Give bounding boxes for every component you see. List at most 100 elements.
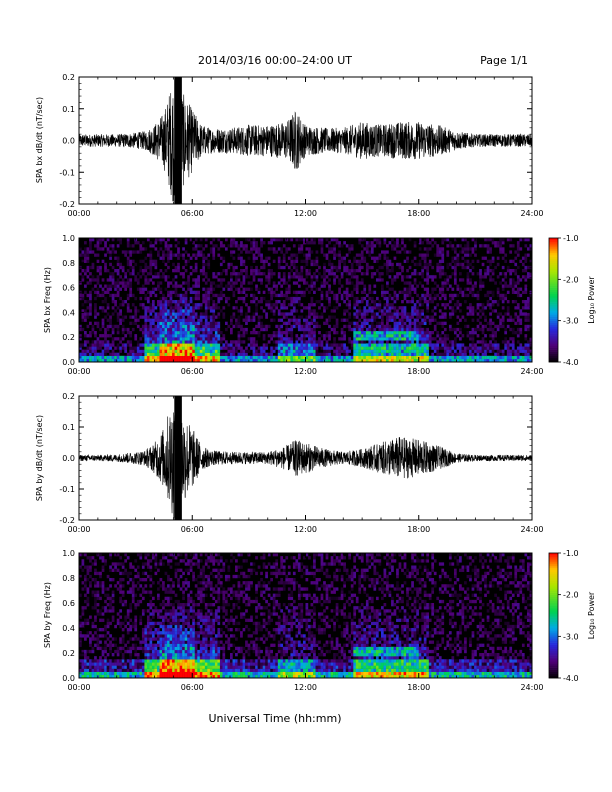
spectrogram-cell [217, 272, 221, 276]
spectrogram-cell [129, 265, 133, 270]
spectrogram-cell [252, 312, 256, 316]
spectrogram-cell [509, 238, 513, 242]
spectrogram-cell [277, 300, 281, 304]
y-tick-label: 1.0 [62, 234, 75, 243]
spectrogram-cell [121, 281, 125, 285]
spectrogram-cell [504, 346, 508, 350]
spectrogram-cell [363, 256, 367, 260]
spectrogram-cell [335, 275, 339, 279]
spectrogram-cell [396, 334, 399, 338]
spectrogram-cell [202, 296, 206, 301]
spectrogram-cell [96, 581, 100, 585]
spectrogram-cell [109, 649, 112, 654]
spectrogram-cell [355, 287, 359, 291]
spectrogram-cell [214, 331, 218, 335]
spectrogram-cell [159, 303, 163, 307]
spectrogram-cell [448, 275, 452, 279]
spectrogram-cell [119, 587, 122, 591]
spectrogram-cell [96, 247, 100, 251]
y-tick-label: -0.2 [59, 200, 75, 209]
spectrogram-cell [194, 262, 198, 267]
spectrogram-cell [119, 340, 122, 344]
spectrogram-cell [363, 309, 367, 313]
spectrogram-cell [292, 275, 296, 279]
spectrogram-cell [255, 352, 258, 356]
spectrogram-cell [174, 290, 178, 294]
spectrogram-cell [275, 303, 279, 307]
spectrogram-cell [423, 349, 427, 353]
spectrogram-cell [159, 349, 163, 353]
spectrogram-cell [511, 349, 515, 353]
spectrogram-cell [519, 331, 523, 335]
spectrogram-cell [89, 556, 92, 560]
spectrogram-cell [386, 269, 389, 273]
spectrogram-cell [496, 287, 500, 291]
spectrogram-cell [167, 331, 170, 335]
spectrogram-cell [451, 309, 455, 313]
spectrogram-cell [529, 337, 533, 341]
spectrogram-cell [441, 269, 445, 273]
spectrogram-cell [292, 315, 296, 319]
spectrogram-cell [101, 674, 105, 679]
spectrogram-cell [257, 331, 261, 335]
spectrogram-cell [474, 293, 477, 298]
spectrogram-cell [232, 281, 236, 285]
spectrogram-cell [136, 281, 140, 285]
spectrogram-cell [431, 238, 435, 242]
spectrogram-cell [516, 355, 520, 360]
spectrogram-cell [144, 331, 148, 335]
spectrogram-cell [421, 265, 424, 270]
spectrogram-cell [496, 241, 500, 245]
spectrogram-cell [114, 624, 117, 629]
spectrogram-cell [330, 315, 334, 319]
spectrogram-cell [179, 293, 183, 298]
spectrogram-cell [235, 244, 238, 248]
spectrogram-cell [509, 281, 513, 285]
spectrogram-cell [177, 327, 180, 332]
spectrogram-cell [350, 358, 354, 363]
spectrogram-cell [189, 306, 193, 310]
spectrogram-cell [323, 262, 326, 267]
spectrogram-cell [214, 293, 218, 298]
spectrogram-cell [194, 337, 198, 341]
spectrogram-cell [353, 269, 357, 273]
spectrogram-cell [222, 278, 226, 282]
spectrogram-cell [101, 581, 105, 585]
spectrogram-cell [192, 327, 195, 332]
spectrogram-cell [116, 618, 120, 622]
spectrogram-cell [292, 281, 296, 285]
spectrogram-cell [237, 287, 241, 291]
spectrogram-cell [353, 306, 357, 310]
spectrogram-cell [501, 278, 505, 282]
spectrogram-cell [323, 272, 326, 276]
spectrogram-cell [365, 346, 369, 350]
spectrogram-cell [471, 309, 475, 313]
spectrogram-cell [212, 281, 216, 285]
spectrogram-cell [169, 300, 173, 304]
spectrogram-cell [310, 355, 314, 360]
spectrogram-cell [474, 349, 477, 353]
spectrogram-cell [386, 321, 389, 325]
spectrogram-cell [320, 290, 324, 294]
spectrogram-cell [275, 300, 279, 304]
spectrogram-cell [272, 272, 276, 276]
spectrogram-cell [169, 253, 173, 257]
spectrogram-cell [358, 337, 362, 341]
spectrogram-cell [353, 321, 357, 325]
spectrogram-cell [169, 340, 173, 344]
spectrogram-cell [104, 269, 107, 273]
spectrogram-cell [421, 327, 424, 332]
spectrogram-cell [484, 324, 487, 329]
spectrogram-cell [86, 247, 90, 251]
spectrogram-cell [149, 293, 153, 298]
spectrogram-cell [126, 241, 130, 245]
spectrogram-cell [96, 643, 100, 647]
spectrogram-cell [343, 293, 346, 298]
spectrogram-cell [116, 327, 120, 332]
spectrogram-cell [237, 296, 241, 301]
spectrogram-cell [157, 315, 160, 319]
colorbar-band [549, 316, 558, 319]
spectrogram-cell [275, 324, 279, 329]
spectrogram-cell [391, 296, 394, 301]
spectrogram-cell [96, 668, 100, 672]
